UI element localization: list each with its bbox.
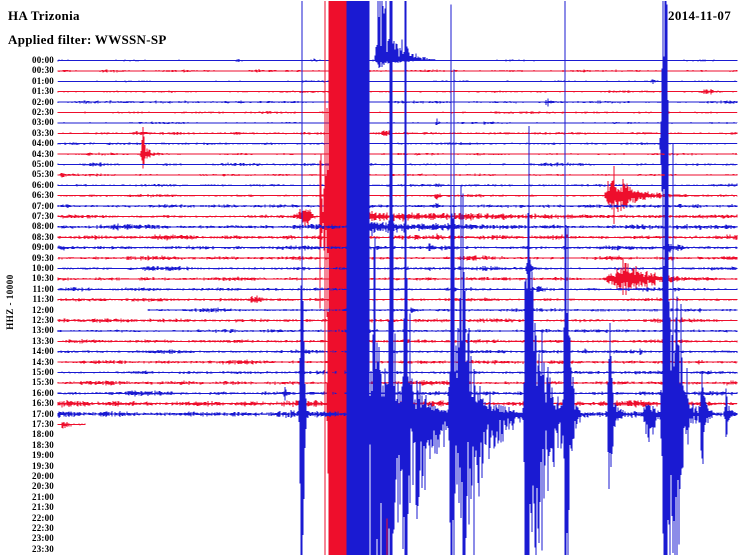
time-label: 07:00 [32, 200, 54, 211]
trace-13:00 [57, 329, 738, 334]
time-label: 14:30 [32, 356, 54, 367]
time-label: 19:00 [32, 450, 54, 461]
trace-03:00 [57, 118, 738, 126]
trace-01:30 [57, 89, 738, 95]
time-label: 19:30 [32, 460, 54, 471]
trace-09:00 [57, 242, 738, 256]
trace-03:30 [57, 130, 738, 136]
time-label: 15:30 [32, 377, 54, 388]
trace-08:30 [57, 233, 738, 241]
time-label: 20:00 [32, 471, 54, 481]
trace-13:30 [57, 339, 738, 344]
time-label: 22:00 [32, 512, 54, 523]
time-label: 07:30 [32, 211, 54, 221]
trace-00:30 [57, 69, 738, 73]
time-label: 01:30 [32, 86, 54, 97]
time-label: 15:00 [32, 367, 54, 377]
trace-17:00 [57, 1, 738, 555]
time-label: 02:00 [32, 96, 54, 107]
trace-06:00 [57, 183, 738, 187]
time-label: 23:00 [32, 533, 54, 544]
trace-02:30 [57, 111, 738, 114]
time-label: 18:00 [32, 429, 54, 440]
trace-12:00 [147, 307, 738, 313]
time-label: 09:00 [32, 242, 54, 253]
trace-05:30 [57, 173, 738, 178]
time-label: 21:00 [32, 491, 54, 502]
time-label: 09:30 [32, 252, 54, 263]
trace-15:00 [57, 370, 738, 375]
time-label: 03:00 [32, 117, 54, 128]
time-label: 16:30 [32, 398, 54, 409]
time-label: 16:00 [32, 387, 54, 398]
time-label: 08:00 [32, 221, 54, 232]
trace-00:00 [57, 1, 738, 68]
trace-05:00 [57, 162, 738, 167]
trace-14:00 [57, 348, 738, 355]
time-label: 05:00 [32, 159, 54, 169]
time-label: 10:30 [32, 273, 54, 284]
time-label: 02:30 [32, 107, 54, 117]
time-label: 21:30 [32, 502, 54, 513]
trace-17:30 [57, 422, 86, 429]
trace-07:00 [57, 203, 738, 209]
time-label: 12:30 [32, 315, 54, 325]
time-label: 04:00 [32, 138, 54, 149]
time-label: 18:30 [32, 439, 54, 450]
applied-filter-label: Applied filter: WWSSN-SP [8, 32, 167, 47]
time-label: 06:00 [32, 179, 54, 190]
time-label: 12:00 [32, 304, 54, 315]
time-label: 13:30 [32, 335, 54, 346]
time-label: 06:30 [32, 190, 54, 201]
time-label: 11:00 [32, 283, 54, 294]
time-label: 01:00 [32, 75, 54, 86]
time-label: 14:00 [32, 346, 54, 357]
time-label: 00:30 [32, 65, 54, 76]
time-label: 23:30 [32, 543, 54, 554]
time-label: 17:30 [32, 419, 54, 429]
time-label: 04:30 [32, 148, 54, 159]
time-label: 10:00 [32, 263, 54, 273]
time-label: 03:30 [32, 127, 54, 138]
station-name: HA Trizonia [8, 8, 80, 23]
trace-11:00 [57, 286, 738, 293]
trace-14:30 [57, 359, 738, 365]
time-label: 05:30 [32, 169, 54, 180]
time-label: 11:30 [32, 294, 54, 305]
time-label: 13:00 [32, 325, 54, 336]
time-label: 17:00 [32, 408, 54, 419]
date-label: 2014-11-07 [668, 8, 731, 23]
time-label: 00:00 [32, 55, 54, 65]
time-label: 08:30 [32, 231, 54, 242]
trace-12:30 [57, 317, 738, 324]
time-label: 20:30 [32, 481, 54, 492]
trace-11:30 [57, 295, 738, 303]
time-label: 22:30 [32, 523, 54, 533]
